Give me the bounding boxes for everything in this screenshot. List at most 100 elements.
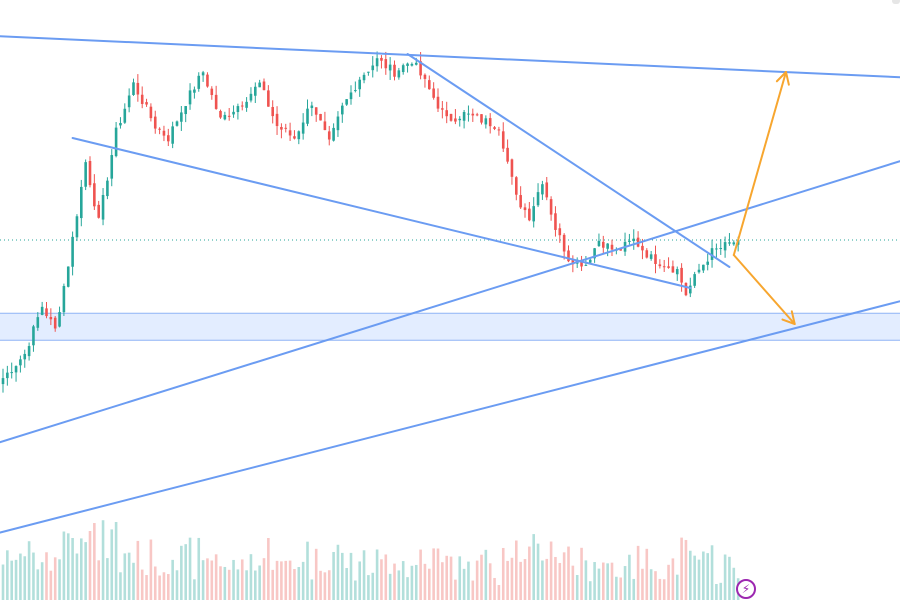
volume-bar xyxy=(262,558,266,600)
candle-body xyxy=(71,236,74,267)
volume-bar xyxy=(575,574,579,600)
volume-bar xyxy=(467,561,470,600)
candle-body xyxy=(206,74,209,87)
candle-body xyxy=(619,249,622,251)
volume-bar xyxy=(310,579,314,600)
candle-body xyxy=(23,353,27,360)
volume-bar xyxy=(32,552,35,600)
volume-bar xyxy=(675,574,679,600)
volume-bar xyxy=(280,561,283,600)
candle-body xyxy=(519,195,522,208)
candle-body xyxy=(384,59,388,69)
candle-body xyxy=(645,250,649,258)
candle-body xyxy=(145,102,148,105)
candle-body xyxy=(175,121,179,126)
volume-bar xyxy=(40,562,44,600)
support-zone-fill xyxy=(0,313,900,341)
candle-body xyxy=(523,207,527,211)
candle-body xyxy=(723,242,727,251)
candle-body xyxy=(88,161,92,186)
volume-bar xyxy=(23,556,27,600)
volume-bar xyxy=(497,585,501,600)
trendline-falling-resistance xyxy=(406,53,731,268)
volume-bar xyxy=(219,566,222,600)
volume-bar xyxy=(471,580,475,600)
projection-arrows[interactable] xyxy=(732,71,796,325)
volume-bar xyxy=(397,570,401,600)
volume-bar xyxy=(10,560,13,600)
volume-bar xyxy=(101,520,105,600)
candle-body xyxy=(280,126,283,130)
candle-body xyxy=(140,94,144,104)
volume-bar xyxy=(53,557,57,600)
candle-body xyxy=(40,306,44,315)
volume-bar xyxy=(532,534,535,600)
candle-body xyxy=(602,241,605,248)
candle-body xyxy=(684,282,688,296)
volume-bar xyxy=(475,560,479,600)
volume-bar xyxy=(375,549,379,600)
candle-body xyxy=(488,118,492,127)
volume-bar xyxy=(14,559,18,600)
volume-bar xyxy=(558,562,562,600)
candle-body xyxy=(110,155,114,179)
volume-bar xyxy=(689,550,692,600)
candle-body xyxy=(732,242,736,245)
arrow-head-bearish-target xyxy=(781,310,796,325)
candle-body xyxy=(193,89,196,93)
volume-bar xyxy=(210,560,214,600)
volume-bar xyxy=(153,566,157,600)
candle-body xyxy=(136,82,140,95)
volume-bar xyxy=(27,541,31,600)
volume-bar xyxy=(702,551,705,600)
volume-bar xyxy=(580,547,583,600)
candle-body xyxy=(288,130,292,136)
candle-body xyxy=(441,108,444,110)
volume-bar xyxy=(297,567,301,600)
volume-bar xyxy=(254,570,257,600)
candle-body xyxy=(362,74,366,81)
lightning-icon[interactable]: ⚡ xyxy=(736,579,756,599)
candle-body xyxy=(393,64,396,77)
volume-bar xyxy=(414,564,418,600)
volume-bar xyxy=(167,574,170,600)
volume-bar xyxy=(349,552,353,600)
arrow-head-bullish-target xyxy=(775,71,790,86)
candle-body xyxy=(484,118,488,125)
candle-body xyxy=(719,248,723,250)
trendline-falling-support xyxy=(71,137,692,289)
candle-body xyxy=(562,234,566,252)
candle-body xyxy=(528,208,531,221)
volume-bar xyxy=(341,552,344,600)
volume-bar xyxy=(245,570,248,600)
candle-body xyxy=(149,106,153,119)
trendlines[interactable] xyxy=(0,35,900,534)
candle-body xyxy=(123,108,127,123)
volume-bar xyxy=(493,577,496,600)
volume-bar xyxy=(19,553,22,600)
volume-bar xyxy=(541,560,544,600)
candle-body xyxy=(571,259,575,265)
volume-bar xyxy=(501,547,505,600)
candle-body xyxy=(445,110,448,117)
volume-bar xyxy=(667,564,670,600)
volume-bar xyxy=(71,537,74,600)
candle-body xyxy=(327,131,331,140)
candle-body xyxy=(6,372,9,379)
volume-bar xyxy=(484,549,488,600)
candle-body xyxy=(497,129,501,131)
volume-bar xyxy=(436,548,440,600)
candle-body xyxy=(662,266,666,268)
volume-bar xyxy=(545,558,549,600)
volume-bar xyxy=(549,541,553,600)
candle-body xyxy=(332,127,335,141)
candle-body xyxy=(310,105,314,109)
lightning-glyph: ⚡ xyxy=(741,582,751,596)
volume-bar xyxy=(715,584,718,600)
candle-body xyxy=(301,122,305,134)
candle-body xyxy=(658,264,662,267)
volume-bar xyxy=(284,560,288,600)
candle-body xyxy=(201,72,205,76)
volume-bar xyxy=(180,545,183,600)
